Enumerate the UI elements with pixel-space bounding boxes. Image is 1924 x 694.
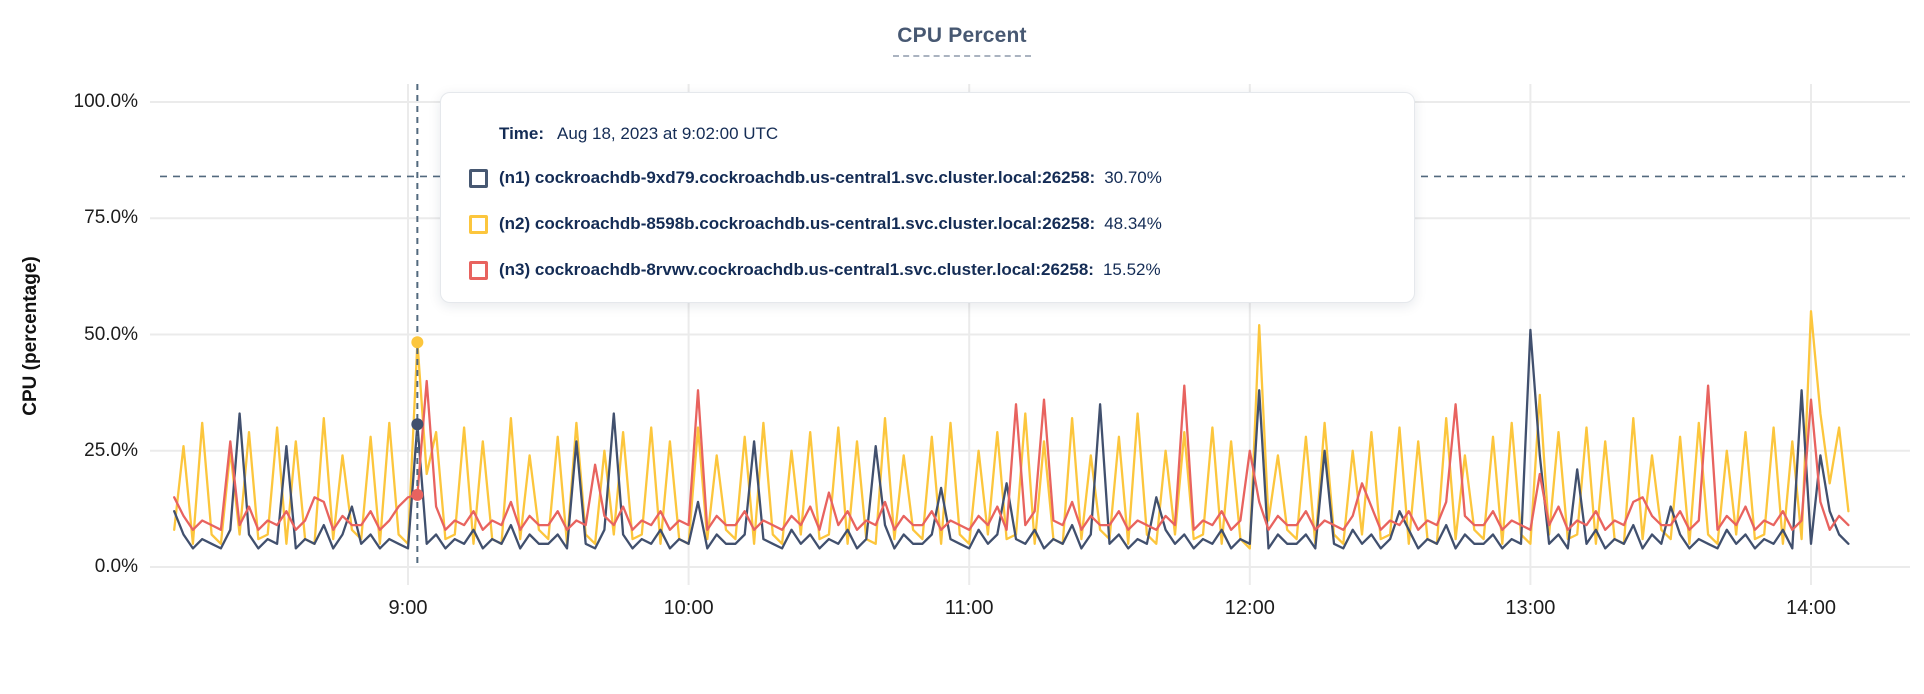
tooltip-series-value: 48.34% <box>1104 214 1162 233</box>
tooltip-series-host: (n3) cockroachdb-8rvwv.cockroachdb.us-ce… <box>499 260 1094 279</box>
tooltip-series-value: 15.52% <box>1102 260 1161 279</box>
series-swatch-icon <box>469 168 488 188</box>
tooltip-series-host: (n1) cockroachdb-9xd79.cockroachdb.us-ce… <box>499 168 1096 187</box>
x-tick-label: 13:00 <box>1505 597 1556 619</box>
x-tick-label: 10:00 <box>663 597 714 619</box>
chart-tooltip: Time: Aug 18, 2023 at 9:02:00 UTC (n1) c… <box>440 92 1415 303</box>
x-tick-label: 12:00 <box>1224 597 1275 619</box>
series-swatch-icon <box>469 214 488 234</box>
y-tick-label: 100.0% <box>73 91 138 112</box>
tooltip-series-host: (n2) cockroachdb-8598b.cockroachdb.us-ce… <box>499 214 1096 233</box>
y-tick-label: 0.0% <box>94 556 138 577</box>
x-tick-label: 11:00 <box>944 597 994 619</box>
chart-title-wrap: CPU Percent <box>0 24 1924 57</box>
x-tick-label: 14:00 <box>1785 597 1837 619</box>
x-tick-label: 9:00 <box>388 597 428 619</box>
y-tick-label: 25.0% <box>84 439 138 461</box>
y-tick-label: 50.0% <box>84 323 138 345</box>
hover-point-n2[interactable] <box>411 336 424 349</box>
tooltip-series-row: (n3) cockroachdb-8rvwv.cockroachdb.us-ce… <box>441 247 1414 293</box>
tooltip-series-row: (n2) cockroachdb-8598b.cockroachdb.us-ce… <box>441 201 1414 247</box>
tooltip-time-value: Aug 18, 2023 at 9:02:00 UTC <box>557 124 779 143</box>
tooltip-time-row: Time: Aug 18, 2023 at 9:02:00 UTC <box>441 117 1414 151</box>
y-tick-label: 75.0% <box>84 207 138 229</box>
tooltip-series-row: (n1) cockroachdb-9xd79.cockroachdb.us-ce… <box>441 155 1414 201</box>
series-line-n1 <box>173 328 1850 550</box>
tooltip-series-value: 30.70% <box>1104 168 1162 187</box>
chart-title[interactable]: CPU Percent <box>893 24 1031 57</box>
series-line-n3 <box>173 379 1850 531</box>
tooltip-series-rows: (n1) cockroachdb-9xd79.cockroachdb.us-ce… <box>441 155 1414 293</box>
series-swatch-icon <box>469 260 488 280</box>
hover-point-n1[interactable] <box>411 418 424 431</box>
tooltip-time-label: Time: <box>499 124 545 143</box>
hover-point-n3[interactable] <box>411 488 424 501</box>
